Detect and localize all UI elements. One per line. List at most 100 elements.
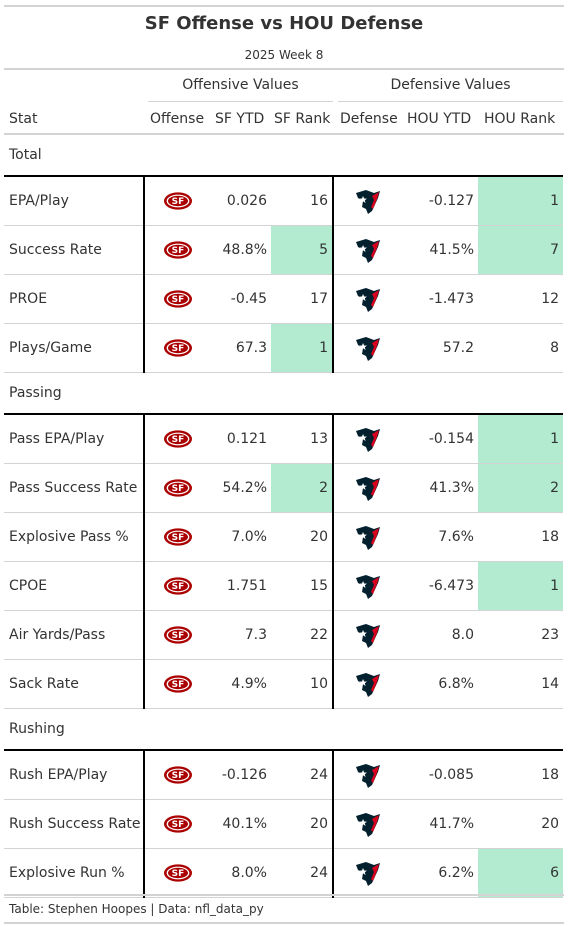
sf-ytd-value: 0.121 bbox=[211, 413, 271, 464]
table-row: Pass Success Rate SF 54.2% 2 41.3% 2 bbox=[4, 463, 564, 513]
table-row: Explosive Pass % SF 7.0% 20 7.6% 18 bbox=[4, 512, 564, 562]
sf-49ers-logo-icon: SF bbox=[164, 675, 192, 693]
sf-ytd-value: 40.1% bbox=[211, 799, 271, 849]
table-row: EPA/Play SF 0.026 16 -0.127 1 bbox=[4, 175, 564, 226]
group-label: Rushing bbox=[4, 708, 564, 751]
hou-rank-value: 12 bbox=[478, 274, 564, 324]
hou-texans-logo-icon bbox=[356, 190, 380, 214]
hou-rank-value: 1 bbox=[478, 561, 564, 611]
stat-label: Explosive Run % bbox=[4, 848, 144, 898]
sf-49ers-logo-icon: SF bbox=[164, 528, 192, 546]
defense-logo-cell bbox=[332, 848, 402, 898]
table-row: Sack Rate SF 4.9% 10 6.8% 14 bbox=[4, 659, 564, 709]
hou-texans-logo-icon bbox=[356, 862, 380, 886]
sf-rank-value: 22 bbox=[271, 610, 333, 660]
hou-texans-logo-icon bbox=[356, 575, 380, 599]
hou-rank-value: 1 bbox=[478, 413, 564, 464]
svg-text:SF: SF bbox=[172, 295, 185, 305]
hou-rank-value: 23 bbox=[478, 610, 564, 660]
defense-logo-cell bbox=[332, 225, 402, 275]
source-note: Table: Stephen Hoopes | Data: nfl_data_p… bbox=[9, 902, 264, 916]
offense-logo-cell: SF bbox=[143, 659, 211, 709]
hou-ytd-value: 7.6% bbox=[402, 512, 478, 562]
col-header-defense: Defense bbox=[340, 111, 398, 127]
group-label: Total bbox=[4, 135, 564, 177]
sf-rank-value: 24 bbox=[271, 749, 333, 800]
hou-rank-value: 1 bbox=[478, 175, 564, 226]
offense-logo-cell: SF bbox=[143, 413, 211, 464]
sf-rank-value: 13 bbox=[271, 413, 333, 464]
sf-49ers-logo-icon: SF bbox=[164, 626, 192, 644]
sf-ytd-value: 67.3 bbox=[211, 323, 271, 373]
hou-texans-logo-icon bbox=[356, 477, 380, 501]
sf-49ers-logo-icon: SF bbox=[164, 290, 192, 308]
hou-ytd-value: -1.473 bbox=[402, 274, 478, 324]
stat-label: Success Rate bbox=[4, 225, 144, 275]
table-row: PROE SF -0.45 17 -1.473 12 bbox=[4, 274, 564, 324]
offense-logo-cell: SF bbox=[143, 225, 211, 275]
defense-logo-cell bbox=[332, 323, 402, 373]
table-row: Explosive Run % SF 8.0% 24 6.2% 6 bbox=[4, 848, 564, 898]
hou-ytd-value: -0.154 bbox=[402, 413, 478, 464]
sf-ytd-value: 7.0% bbox=[211, 512, 271, 562]
hou-ytd-value: 6.8% bbox=[402, 659, 478, 709]
stat-label: Rush EPA/Play bbox=[4, 749, 144, 800]
hou-rank-value: 14 bbox=[478, 659, 564, 709]
offense-logo-cell: SF bbox=[143, 561, 211, 611]
hou-texans-logo-icon bbox=[356, 239, 380, 263]
svg-text:SF: SF bbox=[172, 246, 185, 256]
offense-spanner-rule bbox=[148, 101, 333, 102]
svg-text:SF: SF bbox=[172, 197, 185, 207]
sf-49ers-logo-icon: SF bbox=[164, 766, 192, 784]
table-bottom-rule bbox=[4, 894, 564, 896]
sf-ytd-value: 0.026 bbox=[211, 175, 271, 226]
sf-rank-value: 5 bbox=[271, 225, 333, 275]
defense-logo-cell bbox=[332, 659, 402, 709]
svg-text:SF: SF bbox=[172, 435, 185, 445]
sf-rank-value: 20 bbox=[271, 799, 333, 849]
stat-label: Pass EPA/Play bbox=[4, 413, 144, 464]
offense-logo-cell: SF bbox=[143, 749, 211, 800]
offense-logo-cell: SF bbox=[143, 799, 211, 849]
svg-text:SF: SF bbox=[172, 771, 185, 781]
table-title: SF Offense vs HOU Defense bbox=[144, 13, 424, 34]
col-header-sf-rank: SF Rank bbox=[274, 111, 331, 127]
defense-logo-cell bbox=[332, 463, 402, 513]
svg-text:SF: SF bbox=[172, 680, 185, 690]
sf-rank-value: 15 bbox=[271, 561, 333, 611]
hou-texans-logo-icon bbox=[356, 288, 380, 312]
hou-ytd-value: 8.0 bbox=[402, 610, 478, 660]
stat-label: Air Yards/Pass bbox=[4, 610, 144, 660]
offense-logo-cell: SF bbox=[143, 323, 211, 373]
defense-logo-cell bbox=[332, 413, 402, 464]
hou-texans-logo-icon bbox=[356, 673, 380, 697]
hou-rank-value: 18 bbox=[478, 512, 564, 562]
sf-49ers-logo-icon: SF bbox=[164, 192, 192, 210]
stats-table: Total EPA/Play SF 0.026 16 -0.127 1 Success … bbox=[4, 135, 564, 898]
group-header-row: Total bbox=[4, 135, 564, 177]
sf-49ers-logo-icon: SF bbox=[164, 339, 192, 357]
defense-spanner: Defensive Values bbox=[390, 77, 511, 93]
sf-ytd-value: 1.751 bbox=[211, 561, 271, 611]
sf-ytd-value: 54.2% bbox=[211, 463, 271, 513]
stat-label: CPOE bbox=[4, 561, 144, 611]
offense-logo-cell: SF bbox=[143, 848, 211, 898]
svg-text:SF: SF bbox=[172, 820, 185, 830]
hou-ytd-value: 41.3% bbox=[402, 463, 478, 513]
sf-ytd-value: -0.45 bbox=[211, 274, 271, 324]
sf-rank-value: 24 bbox=[271, 848, 333, 898]
sf-rank-value: 2 bbox=[271, 463, 333, 513]
sf-ytd-value: -0.126 bbox=[211, 749, 271, 800]
hou-texans-logo-icon bbox=[356, 764, 380, 788]
stat-label: Plays/Game bbox=[4, 323, 144, 373]
hou-texans-logo-icon bbox=[356, 428, 380, 452]
group-header-row: Rushing bbox=[4, 708, 564, 751]
stat-label: Pass Success Rate bbox=[4, 463, 144, 513]
defense-logo-cell bbox=[332, 610, 402, 660]
top-rule bbox=[4, 5, 564, 7]
svg-text:SF: SF bbox=[172, 344, 185, 354]
hou-ytd-value: 41.7% bbox=[402, 799, 478, 849]
col-header-hou-rank: HOU Rank bbox=[484, 111, 556, 127]
sf-rank-value: 16 bbox=[271, 175, 333, 226]
